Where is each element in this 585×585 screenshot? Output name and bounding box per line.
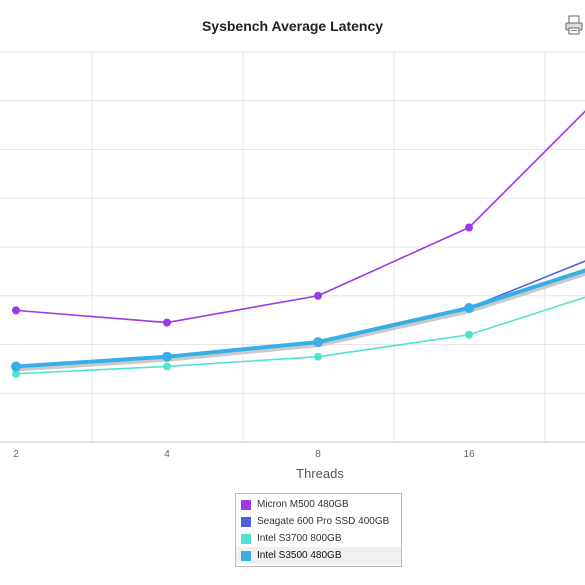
data-point xyxy=(464,302,474,313)
data-point xyxy=(11,361,21,372)
x-tick-label: 4 xyxy=(164,449,170,460)
chart-title: Sysbench Average Latency xyxy=(201,18,384,34)
line-chart: 2481632 xyxy=(0,51,585,460)
legend-item[interactable]: Micron M500 480GB xyxy=(236,496,401,513)
data-point xyxy=(465,223,473,232)
x-tick-label: 8 xyxy=(315,449,321,460)
data-point xyxy=(163,318,171,327)
series-line xyxy=(15,110,585,324)
legend-label: Intel S3700 800GB xyxy=(257,533,342,544)
legend-swatch xyxy=(241,499,251,510)
data-point xyxy=(12,369,20,378)
legend-swatch xyxy=(241,516,251,527)
legend-item[interactable]: Intel S3500 480GB xyxy=(236,547,401,564)
series-line xyxy=(15,268,585,369)
x-tick-label: 2 xyxy=(13,449,19,460)
x-axis-title: Threads xyxy=(296,466,344,481)
x-tick-label: 16 xyxy=(463,449,475,460)
legend-item[interactable]: Seagate 600 Pro SSD 400GB xyxy=(236,513,401,530)
data-point xyxy=(313,337,323,348)
series-shadow xyxy=(16,269,585,372)
legend-item[interactable]: Intel S3700 800GB xyxy=(236,530,401,547)
data-point xyxy=(314,291,322,300)
legend-label: Intel S3500 480GB xyxy=(257,550,342,561)
legend-swatch xyxy=(241,550,251,561)
printer-icon[interactable] xyxy=(564,14,584,36)
legend-label: Seagate 600 Pro SSD 400GB xyxy=(257,516,390,527)
data-point xyxy=(162,351,172,362)
data-point xyxy=(12,306,20,315)
data-point xyxy=(163,362,171,371)
legend: Micron M500 480GB Seagate 600 Pro SSD 400… xyxy=(235,493,402,567)
data-point xyxy=(314,352,322,361)
legend-swatch xyxy=(241,533,251,544)
legend-label: Micron M500 480GB xyxy=(257,499,349,510)
data-point xyxy=(465,330,473,339)
